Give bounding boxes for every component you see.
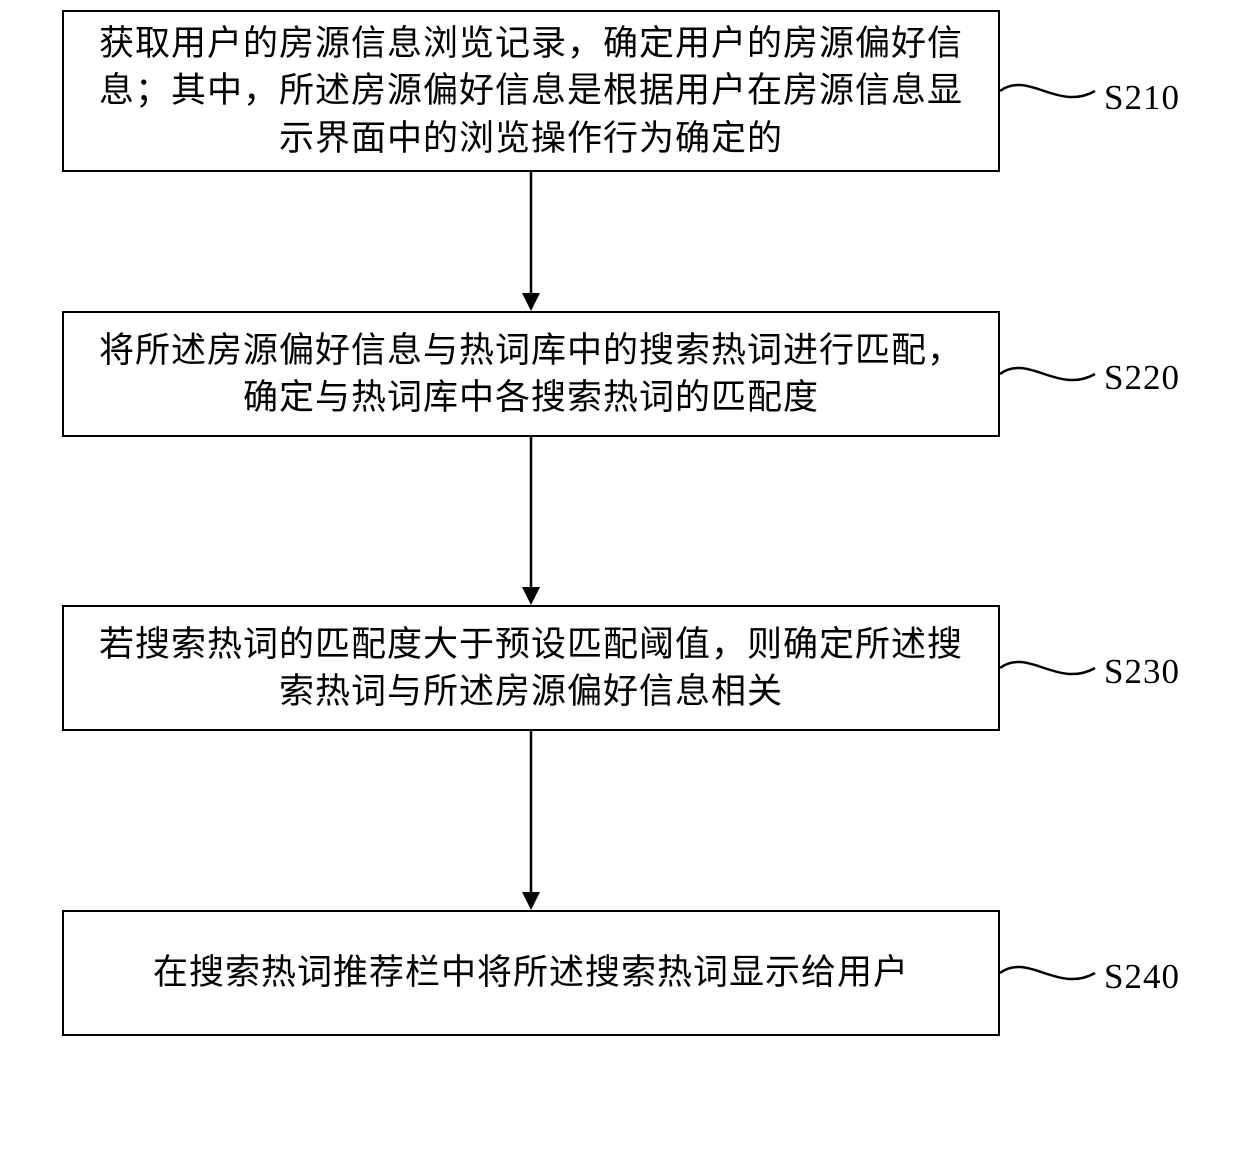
- flow-node-s230: 若搜索热词的匹配度大于预设匹配阈值，则确定所述搜索热词与所述房源偏好信息相关: [62, 605, 1000, 731]
- flow-node-text: 将所述房源偏好信息与热词库中的搜索热词进行匹配，确定与热词库中各搜索热词的匹配度: [84, 327, 978, 422]
- flow-node-text: 若搜索热词的匹配度大于预设匹配阈值，则确定所述搜索热词与所述房源偏好信息相关: [84, 621, 978, 716]
- flow-node-s240: 在搜索热词推荐栏中将所述搜索热词显示给用户: [62, 910, 1000, 1036]
- step-label-s240: S240: [1104, 957, 1180, 997]
- step-label-s220: S220: [1104, 358, 1180, 398]
- flow-node-text: 获取用户的房源信息浏览记录，确定用户的房源偏好信息；其中，所述房源偏好信息是根据…: [84, 20, 978, 162]
- step-label-s210: S210: [1104, 78, 1180, 118]
- flow-node-s220: 将所述房源偏好信息与热词库中的搜索热词进行匹配，确定与热词库中各搜索热词的匹配度: [62, 311, 1000, 437]
- flow-node-s210: 获取用户的房源信息浏览记录，确定用户的房源偏好信息；其中，所述房源偏好信息是根据…: [62, 10, 1000, 172]
- step-label-s230: S230: [1104, 652, 1180, 692]
- flow-node-text: 在搜索热词推荐栏中将所述搜索热词显示给用户: [153, 949, 909, 996]
